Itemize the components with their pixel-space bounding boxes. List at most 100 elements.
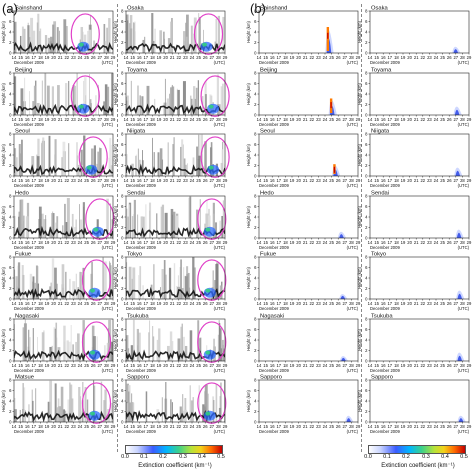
plot-area [126, 196, 225, 238]
station-name: Beijing [15, 67, 32, 73]
plot-area [14, 135, 113, 176]
x-tick-label: 26 [336, 301, 341, 306]
y-tick-label: 6 [365, 19, 368, 24]
x-tick-label: 17 [387, 240, 392, 245]
x-tick-label: 24 [190, 117, 195, 122]
backscatter-stripe [131, 393, 133, 422]
x-tick-label: 18 [150, 301, 155, 306]
dust-signal [207, 103, 220, 114]
y-tick-label: 0 [121, 235, 124, 240]
highlight-ellipse [200, 74, 230, 117]
backscatter-stripe [167, 142, 169, 176]
x-tick-label: 23 [316, 424, 321, 429]
backscatter-stripe [145, 203, 147, 238]
backscatter-stripe [64, 203, 66, 238]
y-tick-label: 6 [254, 142, 257, 147]
x-tick-label: 26 [203, 424, 208, 429]
y-tick-label: 8 [254, 193, 257, 198]
backscatter-stripe [177, 337, 181, 361]
x-tick-label: 27 [209, 301, 214, 306]
backscatter-stripe [48, 135, 51, 176]
x-tick-label: 26 [91, 424, 96, 429]
x-tick-label: 15 [130, 117, 135, 122]
y-tick-label: 0 [365, 420, 368, 425]
x-tick-label: 23 [316, 240, 321, 245]
colorbar-tick: 0.3 [179, 454, 187, 460]
y-tick-label: 0 [121, 358, 124, 363]
backscatter-stripe [24, 77, 26, 115]
backscatter-stripe [67, 399, 71, 422]
plot-frame [369, 10, 470, 54]
highlight-ellipse [200, 136, 230, 178]
time-label: (UTC) [102, 60, 114, 65]
highlight-ellipse [70, 13, 100, 55]
x-tick-label: 27 [342, 117, 347, 122]
month-label: December 2009 [259, 368, 289, 373]
backscatter-stripe [22, 326, 24, 361]
x-tick-label: 16 [270, 424, 275, 429]
station-name: Sendai [127, 190, 145, 196]
backscatter-stripe [28, 329, 30, 361]
x-tick-label: 22 [176, 301, 181, 306]
dust-signal-core [90, 288, 96, 293]
x-tick-label: 14 [124, 178, 129, 183]
x-tick-label: 27 [97, 117, 102, 122]
x-tick-label: 16 [137, 363, 142, 368]
x-tick-label: 20 [407, 424, 412, 429]
y-tick-label: 0 [9, 420, 12, 425]
y-tick-label: 6 [9, 265, 12, 270]
x-tick-label: 20 [407, 117, 412, 122]
backscatter-stripe [39, 28, 42, 53]
x-tick-label: 20 [163, 363, 168, 368]
backscatter-stripe [164, 212, 168, 238]
backscatter-stripe [199, 17, 201, 53]
x-tick-label: 21 [170, 55, 175, 60]
backscatter-stripe [29, 336, 31, 361]
station-name: Sendai [371, 190, 389, 196]
backscatter-stripe [164, 78, 166, 115]
plot-frame [258, 379, 359, 423]
x-tick-label: 29 [111, 363, 116, 368]
plot-area [457, 415, 466, 422]
x-tick-label: 17 [276, 301, 281, 306]
station-name: Seoul [260, 129, 275, 135]
x-tick-label: 23 [183, 363, 188, 368]
x-tick-label: 15 [130, 178, 135, 183]
y-tick-label: 8 [365, 132, 368, 137]
time-label: (UTC) [214, 306, 226, 311]
x-tick-label: 28 [216, 301, 221, 306]
backscatter-stripe [183, 267, 185, 299]
x-tick-label: 28 [216, 363, 221, 368]
backscatter-stripe [91, 262, 93, 299]
station-name: Sapporo [260, 375, 282, 381]
backscatter-stripe [130, 80, 132, 115]
x-tick-label: 28 [216, 117, 221, 122]
x-tick-label: 25 [329, 424, 334, 429]
time-label: (UTC) [102, 245, 114, 250]
x-tick-label: 29 [467, 363, 472, 368]
x-tick-label: 27 [453, 178, 458, 183]
x-tick-label: 29 [223, 363, 228, 368]
x-tick-label: 25 [84, 178, 89, 183]
x-tick-label: 22 [176, 363, 181, 368]
backscatter-stripe [215, 19, 217, 53]
x-tick-label: 27 [453, 301, 458, 306]
x-tick-label: 16 [381, 363, 386, 368]
x-tick-label: 22 [64, 301, 69, 306]
backscatter-stripe [176, 88, 178, 115]
x-tick-label: 24 [434, 240, 439, 245]
time-label: (UTC) [347, 306, 359, 311]
y-tick-label: 6 [365, 327, 368, 332]
backscatter-stripe [203, 29, 204, 53]
extinction-plume-core [455, 170, 461, 176]
backscatter-stripe [220, 382, 222, 422]
station-name: Sapporo [371, 375, 393, 381]
x-tick-label: 28 [460, 301, 465, 306]
y-tick-label: 2 [365, 286, 368, 291]
backscatter-stripe [41, 80, 43, 115]
y-tick-label: 8 [365, 255, 368, 260]
